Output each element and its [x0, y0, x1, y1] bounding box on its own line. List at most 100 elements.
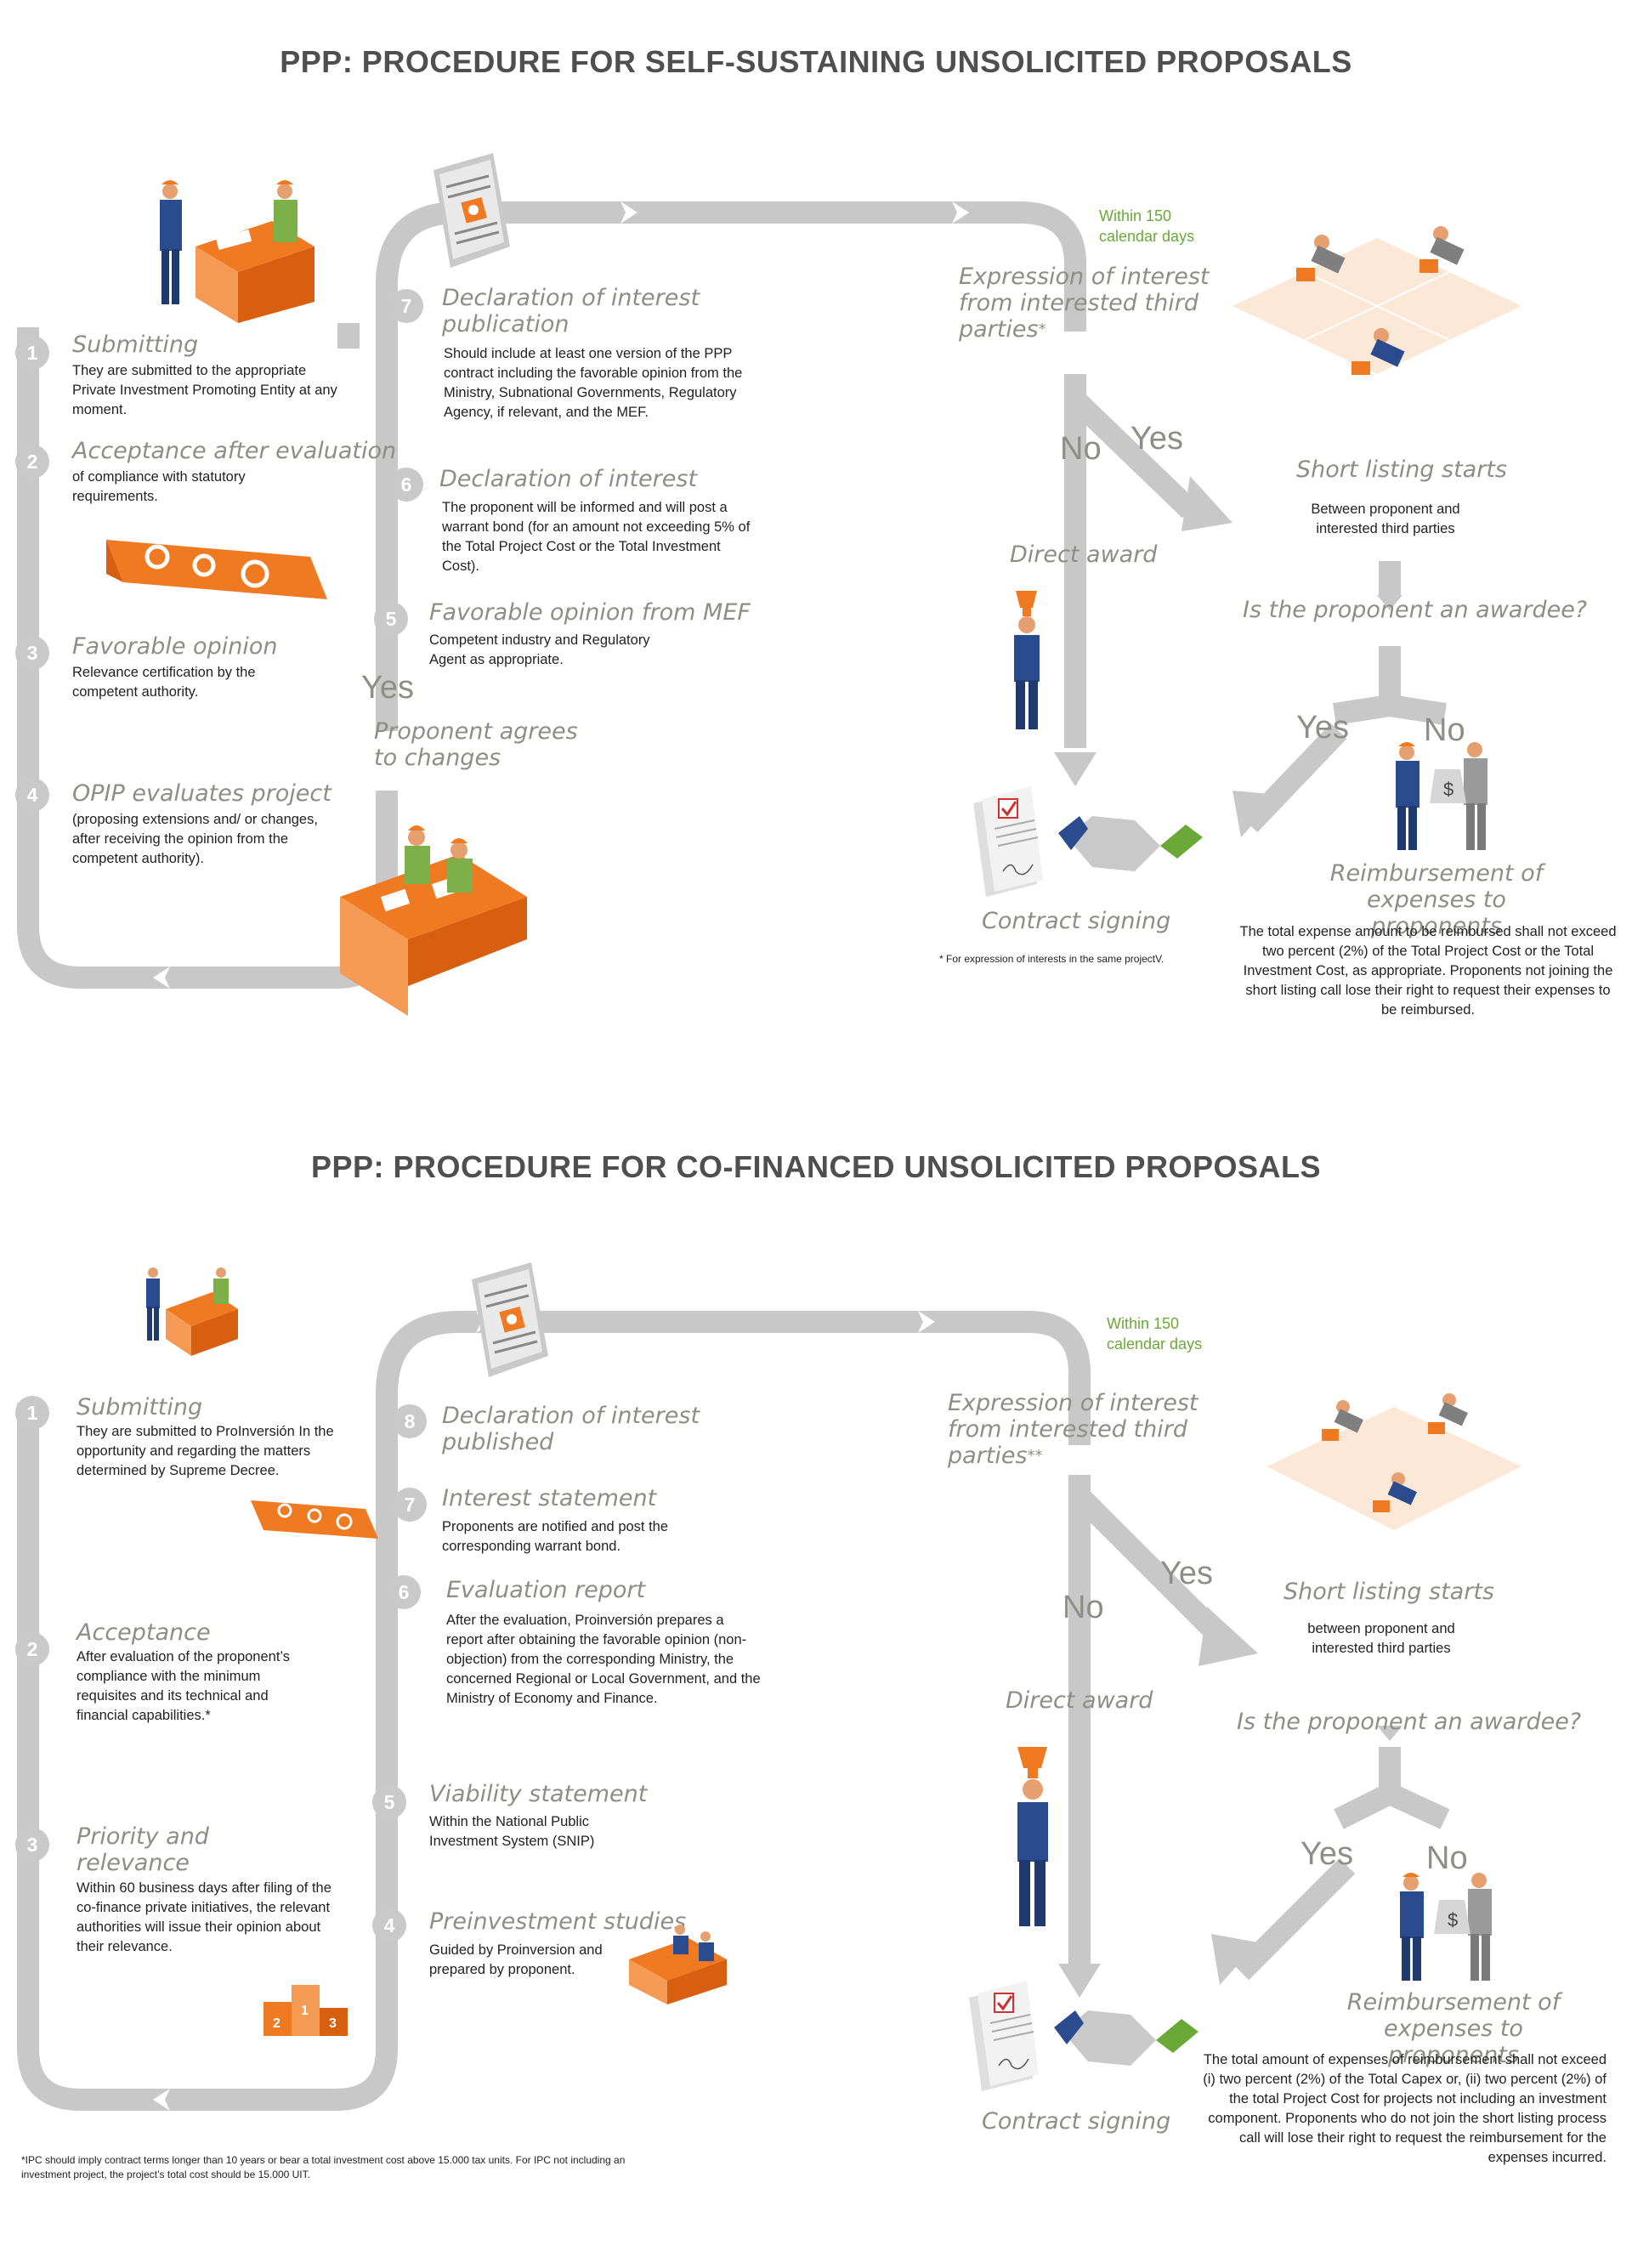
step-number: 5 — [374, 602, 408, 636]
step-number: 3 — [15, 1828, 49, 1862]
no-awardee-label: No — [1424, 712, 1465, 748]
step-number: 6 — [387, 1575, 421, 1609]
short-listing-desc: Between proponent and interested third p… — [1311, 502, 1460, 536]
step-desc-acceptance-b: After evaluation of the proponent’s comp… — [76, 1649, 291, 1723]
step-desc-interest-b: Proponents are notified and post the cor… — [442, 1519, 669, 1554]
no-awardee-label-b: No — [1426, 1840, 1468, 1876]
step-title-submitting: Submitting — [72, 332, 199, 358]
step-title-interest-b: Interest statement — [442, 1485, 657, 1511]
step-title-favorable: Favorable opinion — [72, 633, 278, 660]
no-label: No — [1060, 431, 1102, 467]
trophy-man-icon — [1017, 1747, 1048, 1926]
step-number: 5 — [372, 1785, 406, 1819]
step-desc-evaluation-b: After the evaluation, Proinversión prepa… — [446, 1613, 761, 1706]
step-desc-declaration: The proponent will be informed and will … — [442, 500, 751, 574]
direct-award-label: Direct award — [1010, 541, 1158, 568]
top-footnote: * For expression of interests in the sam… — [939, 953, 1164, 965]
svg-text:3: 3 — [329, 2016, 337, 2031]
contract-handshake-icon — [973, 786, 1203, 897]
bottom-title: PPP: PROCEDURE FOR CO-FINANCED UNSOLICIT… — [310, 1149, 1322, 1184]
step-title-priority-b: Priority and relevance — [76, 1823, 209, 1876]
step-title-published-b: Declaration of interest published — [442, 1403, 700, 1455]
step-number: 7 — [389, 289, 423, 323]
step-title-mef: Favorable opinion from MEF — [429, 599, 751, 626]
contract-handshake-icon — [969, 1981, 1198, 2091]
no-label-b: No — [1062, 1590, 1104, 1625]
step-number: 2 — [15, 445, 49, 479]
study-desk-icon — [629, 1925, 727, 2004]
yes-label-b: Yes — [1160, 1556, 1213, 1591]
step-number: 2 — [15, 1632, 49, 1666]
contract-icon — [969, 1981, 1039, 2091]
step-desc-mef: Competent industry and Regulatory Agent … — [429, 632, 650, 667]
short-listing-title-b: Short listing starts — [1284, 1579, 1494, 1605]
svg-text:1: 1 — [301, 2004, 309, 2018]
handshake-icon — [1054, 2010, 1198, 2066]
runners-icon — [1266, 1393, 1522, 1530]
step-number: 1 — [15, 336, 49, 370]
svg-text:$: $ — [1448, 1909, 1458, 1931]
step-number: 4 — [372, 1908, 406, 1942]
meeting-icon — [146, 1267, 238, 1356]
bottom-footnote: *IPC should imply contract terms longer … — [21, 2154, 626, 2180]
step-title-viability-b: Viability statement — [429, 1781, 648, 1807]
yes-agree-label: Yes — [361, 670, 414, 706]
reimbursement-desc: The total expense amount to be reimburse… — [1239, 924, 1617, 1018]
podium-icon: 2 1 3 — [264, 1985, 348, 2036]
runners-icon — [1232, 226, 1522, 375]
money-bag-icon: $ — [1400, 1873, 1492, 1981]
expression-of-interest-b: Expression of interest from interested t… — [948, 1390, 1198, 1469]
short-listing-title: Short listing starts — [1296, 456, 1507, 483]
map-icon — [251, 1500, 378, 1539]
direct-award-label-b: Direct award — [1006, 1687, 1153, 1714]
svg-text:2: 2 — [273, 2016, 280, 2031]
top-title: PPP: PROCEDURE FOR SELF-SUSTAINING UNSOL… — [280, 44, 1352, 79]
short-listing-desc-b: between proponent and interested third p… — [1307, 1621, 1455, 1656]
step-title-publication: Declaration of interest publication — [442, 285, 700, 337]
step-number: 1 — [15, 1396, 49, 1430]
contract-signing-label: Contract signing — [982, 908, 1171, 934]
step-title-declaration: Declaration of interest — [439, 466, 698, 492]
within-days: Within 150 calendar days — [1099, 207, 1195, 245]
meeting-icon — [160, 180, 314, 323]
meeting-desk-icon — [340, 825, 527, 1016]
step-desc-favorable: Relevance certification by the competent… — [72, 665, 256, 700]
reimbursement-desc-b: The total amount of expenses of reimburs… — [1203, 2052, 1606, 2165]
step-title-evaluation-b: Evaluation report — [446, 1577, 646, 1603]
step-title-submitting-b: Submitting — [76, 1394, 203, 1420]
yes-awardee-label-b: Yes — [1300, 1836, 1353, 1872]
step-title-acceptance-b: Acceptance — [76, 1619, 211, 1646]
step-desc-viability-b: Within the National Public Investment Sy… — [429, 1814, 595, 1849]
handshake-icon — [1058, 816, 1203, 871]
awardee-question: Is the proponent an awardee? — [1243, 597, 1588, 623]
awardee-question-b: Is the proponent an awardee? — [1237, 1709, 1582, 1735]
step-desc-opip: (proposing extensions and/ or changes, a… — [72, 812, 318, 866]
money-bag-icon: $ — [1396, 742, 1488, 850]
step-number: 4 — [15, 778, 49, 812]
step-desc-preinvestment-b: Guided by Proinversion and prepared by p… — [429, 1942, 603, 1977]
step-title-acceptance: Acceptance after evaluation — [72, 438, 397, 464]
map-icon — [106, 540, 327, 599]
step-title-preinvestment-b: Preinvestment studies — [429, 1908, 687, 1935]
step-number: 6 — [389, 468, 423, 502]
svg-text:$: $ — [1443, 779, 1454, 800]
step-desc-submitting: They are submitted to the appropriate Pr… — [72, 363, 337, 417]
contract-icon — [973, 786, 1043, 897]
newspaper-icon — [434, 153, 510, 268]
step-desc-priority-b: Within 60 business days after filing of … — [76, 1880, 332, 1954]
contract-signing-label-b: Contract signing — [982, 2108, 1171, 2135]
step-desc-acceptance: of compliance with statutory requirement… — [72, 469, 246, 504]
agree-label: Proponent agrees to changes — [374, 718, 578, 771]
step-number: 3 — [15, 636, 49, 670]
yes-awardee-label: Yes — [1296, 710, 1349, 746]
step-desc-submitting-b: They are submitted to ProInversión In th… — [76, 1424, 334, 1478]
step-desc-publication: Should include at least one version of t… — [444, 346, 743, 420]
trophy-man-icon — [1014, 591, 1040, 729]
newspaper-icon — [472, 1262, 548, 1377]
expression-of-interest: Expression of interest from interested t… — [959, 264, 1210, 343]
step-number: 8 — [393, 1404, 427, 1438]
step-number: 7 — [393, 1488, 427, 1522]
step-title-opip: OPIP evaluates project — [72, 780, 332, 807]
reimbursement-title: Reimbursement of expenses to proponents — [1329, 860, 1544, 939]
